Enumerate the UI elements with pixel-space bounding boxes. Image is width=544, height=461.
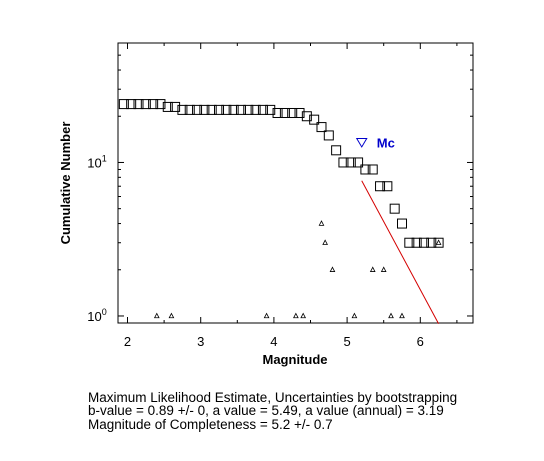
cumulative-point <box>177 104 188 115</box>
cumulative-point <box>433 237 444 248</box>
cumulative-point <box>338 157 349 168</box>
fit-line <box>361 180 440 324</box>
cumulative-point <box>199 104 210 115</box>
y-axis-label: Cumulative Number <box>58 122 73 245</box>
cumulative-point <box>162 101 173 112</box>
x-tick-label: 3 <box>197 334 204 349</box>
cumulative-point <box>221 104 232 115</box>
cumulative-point <box>360 164 371 175</box>
x-axis: 2 3 4 5 6 <box>124 43 458 349</box>
x-axis-label: Magnitude <box>263 352 328 367</box>
cumulative-point <box>265 104 276 115</box>
cumulative-point <box>184 104 195 115</box>
y-axis: 100 101 <box>87 54 473 324</box>
plot-frame <box>117 42 474 324</box>
cumulative-point <box>367 164 378 175</box>
cumulative-point <box>404 237 415 248</box>
x-tick-label: 6 <box>417 334 424 349</box>
cumulative-point <box>287 107 298 118</box>
mc-label: Mc <box>377 135 395 150</box>
mc-marker <box>355 137 368 148</box>
x-tick-label: 4 <box>270 334 277 349</box>
noncumulative-point <box>380 266 387 272</box>
cumulative-point <box>257 104 268 115</box>
noncumulative-point <box>435 239 442 245</box>
noncumulative-point <box>263 312 270 319</box>
cumulative-point <box>272 107 283 118</box>
cumulative-point <box>397 218 407 229</box>
cumulative-point <box>133 99 144 110</box>
plot-marks: Mc <box>118 99 444 324</box>
noncumulative-point <box>168 312 175 319</box>
caption-completeness: Magnitude of Completeness = 5.2 +/- 0.7 <box>88 417 333 432</box>
noncumulative-point <box>293 312 299 319</box>
caption-method: Maximum Likelihood Estimate, Uncertainti… <box>88 390 458 405</box>
noncumulative-point <box>300 312 307 319</box>
caption-b-value: b-value = 0.89 +/- 0, a value = 5.49, a … <box>88 403 444 418</box>
noncumulative-point <box>388 312 394 319</box>
noncumulative-point <box>399 312 405 319</box>
y-tick-label: 100 <box>87 307 106 324</box>
cumulative-point <box>206 104 217 115</box>
noncumulative-point <box>318 220 325 226</box>
noncumulative-point <box>322 239 328 245</box>
cumulative-point <box>411 237 422 248</box>
noncumulative-point <box>369 266 376 272</box>
cumulative-point <box>214 104 225 115</box>
cumulative-point <box>118 99 129 110</box>
cumulative-point <box>331 145 342 156</box>
cumulative-point <box>148 99 159 110</box>
cumulative-point <box>192 104 203 115</box>
cumulative-point <box>170 101 181 112</box>
noncumulative-point <box>351 312 358 319</box>
cumulative-point <box>294 107 305 118</box>
cumulative-point <box>155 99 166 110</box>
x-tick-label: 5 <box>343 334 350 349</box>
cumulative-point <box>243 104 254 115</box>
cumulative-point <box>382 181 393 192</box>
cumulative-point <box>250 104 261 115</box>
noncumulative-point <box>153 312 160 319</box>
cumulative-point <box>316 122 327 133</box>
cumulative-point <box>375 181 386 192</box>
cumulative-point <box>389 203 400 214</box>
cumulative-point <box>228 104 239 115</box>
cumulative-point <box>279 107 290 118</box>
cumulative-point <box>353 157 364 168</box>
cumulative-point <box>345 157 356 168</box>
cumulative-point <box>309 114 320 125</box>
cumulative-point <box>301 111 312 122</box>
cumulative-point <box>426 237 437 248</box>
x-tick-label: 2 <box>124 334 131 349</box>
cumulative-point <box>418 237 429 248</box>
y-tick-label: 101 <box>87 153 106 170</box>
cumulative-point <box>323 130 334 141</box>
cumulative-point <box>140 99 151 110</box>
cumulative-point <box>126 99 137 110</box>
noncumulative-point <box>329 266 336 272</box>
cumulative-point <box>235 104 246 115</box>
